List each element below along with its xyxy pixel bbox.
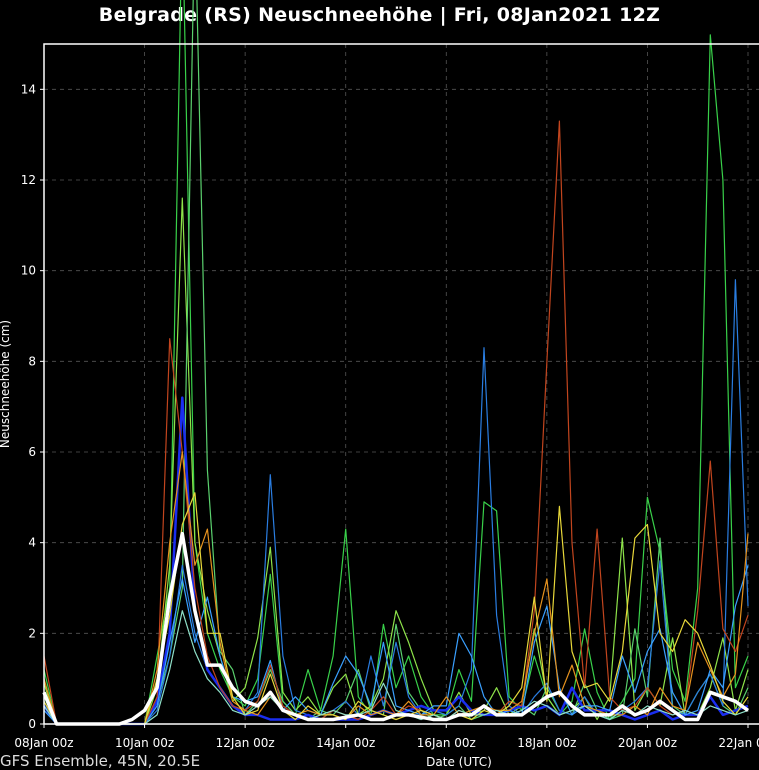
y-tick-label: 14 [21, 82, 36, 96]
series-line-3 [43, 0, 749, 725]
plot-frame [43, 43, 759, 725]
x-tick-label: 14Jan 00z [316, 736, 375, 750]
x-tick-label: 18Jan 00z [517, 736, 576, 750]
y-tick-label: 8 [28, 354, 36, 368]
x-tick-label: 20Jan 00z [618, 736, 677, 750]
x-axis-title: Date (UTC) [426, 755, 492, 768]
y-tick-label: 2 [28, 626, 36, 640]
y-ticks: 0 2 4 6 8 10 12 14 [21, 82, 44, 731]
y-tick-label: 10 [21, 264, 36, 278]
y-tick-label: 6 [28, 445, 36, 459]
x-ticks: 08Jan 00z 10Jan 00z 12Jan 00z 14Jan 00z 16Ja… [14, 724, 759, 750]
y-tick-label: 12 [21, 173, 36, 187]
series-line-5 [42, 396, 749, 726]
y-tick-label: 4 [28, 536, 36, 550]
grid-lines [43, 44, 759, 725]
series-layer [42, 0, 750, 726]
x-tick-label: 12Jan 00z [216, 736, 275, 750]
footer-model-text: GFS Ensemble, 45N, 20.5E [0, 752, 201, 770]
series-line-1 [43, 0, 749, 725]
y-tick-label: 0 [28, 717, 36, 731]
x-tick-label: 22Jan 00z [718, 736, 759, 750]
series-line-4 [43, 279, 749, 725]
x-tick-label: 16Jan 00z [417, 736, 476, 750]
series-line-0 [42, 531, 750, 726]
series-line-10 [43, 610, 749, 725]
chart-title: Belgrade (RS) Neuschneehöhe | Fri, 08Jan… [98, 4, 661, 26]
x-tick-label: 08Jan 00z [14, 736, 73, 750]
series-line-8 [43, 451, 749, 725]
series-line-9 [43, 492, 749, 725]
x-tick-label: 10Jan 00z [115, 736, 174, 750]
y-axis-title: Neuschneehöhe (cm) [0, 320, 12, 448]
